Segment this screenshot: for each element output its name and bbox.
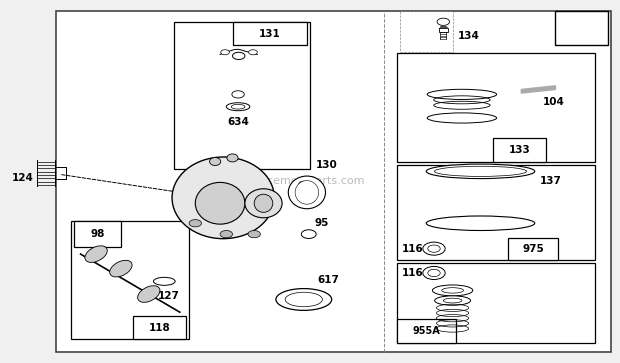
Bar <box>397 165 595 260</box>
Text: 137: 137 <box>539 176 561 187</box>
Bar <box>74 221 121 247</box>
Ellipse shape <box>288 176 326 209</box>
Text: 116: 116 <box>402 268 423 278</box>
Text: 98: 98 <box>91 229 105 239</box>
Text: 133: 133 <box>508 145 530 155</box>
Ellipse shape <box>210 158 221 166</box>
Circle shape <box>428 245 440 252</box>
Text: 124: 124 <box>12 173 34 183</box>
Ellipse shape <box>427 216 534 231</box>
Bar <box>397 319 456 343</box>
Ellipse shape <box>226 103 250 111</box>
Ellipse shape <box>427 89 497 99</box>
Ellipse shape <box>433 285 472 296</box>
Ellipse shape <box>231 105 245 109</box>
Ellipse shape <box>443 298 462 303</box>
Text: 130: 130 <box>316 160 338 170</box>
Bar <box>400 11 453 52</box>
Ellipse shape <box>254 194 273 212</box>
Ellipse shape <box>285 292 322 307</box>
Text: 955A: 955A <box>412 326 440 336</box>
Bar <box>493 138 546 162</box>
Bar <box>174 22 310 169</box>
Text: 118: 118 <box>149 323 170 333</box>
Circle shape <box>221 50 229 55</box>
Text: 134: 134 <box>458 31 479 41</box>
Bar <box>56 11 611 352</box>
Ellipse shape <box>427 164 534 179</box>
Text: 116: 116 <box>402 244 423 254</box>
Bar <box>555 11 608 45</box>
Circle shape <box>249 50 257 55</box>
Ellipse shape <box>276 289 332 310</box>
Ellipse shape <box>441 287 463 293</box>
Bar <box>71 221 189 339</box>
Text: 617: 617 <box>317 274 339 285</box>
Circle shape <box>423 266 445 280</box>
Text: 975: 975 <box>522 244 544 254</box>
Ellipse shape <box>195 182 245 224</box>
Ellipse shape <box>172 157 275 239</box>
Text: 634: 634 <box>227 117 249 127</box>
Bar <box>397 53 595 162</box>
Circle shape <box>423 242 445 255</box>
Ellipse shape <box>227 154 238 162</box>
Text: 127: 127 <box>157 291 180 301</box>
Circle shape <box>301 230 316 238</box>
Ellipse shape <box>110 260 132 277</box>
Ellipse shape <box>154 277 175 285</box>
Bar <box>133 316 186 339</box>
Bar <box>508 238 558 260</box>
Circle shape <box>299 181 309 187</box>
Text: eReplacementParts.com: eReplacementParts.com <box>230 176 365 187</box>
Text: 125A: 125A <box>565 23 597 33</box>
Ellipse shape <box>435 296 471 305</box>
Bar <box>397 263 595 343</box>
Ellipse shape <box>435 166 526 176</box>
Circle shape <box>305 197 315 203</box>
Circle shape <box>248 231 260 238</box>
Circle shape <box>232 52 245 60</box>
Circle shape <box>232 91 244 98</box>
Circle shape <box>189 220 202 227</box>
Ellipse shape <box>427 113 497 123</box>
Ellipse shape <box>295 180 319 204</box>
Text: 104: 104 <box>542 97 564 107</box>
Bar <box>232 22 307 45</box>
Circle shape <box>437 18 450 25</box>
Circle shape <box>428 269 440 277</box>
Ellipse shape <box>245 189 282 218</box>
Ellipse shape <box>85 246 107 262</box>
Text: 95: 95 <box>315 218 329 228</box>
Text: 131: 131 <box>259 29 281 38</box>
Ellipse shape <box>138 286 160 302</box>
Circle shape <box>220 231 232 238</box>
